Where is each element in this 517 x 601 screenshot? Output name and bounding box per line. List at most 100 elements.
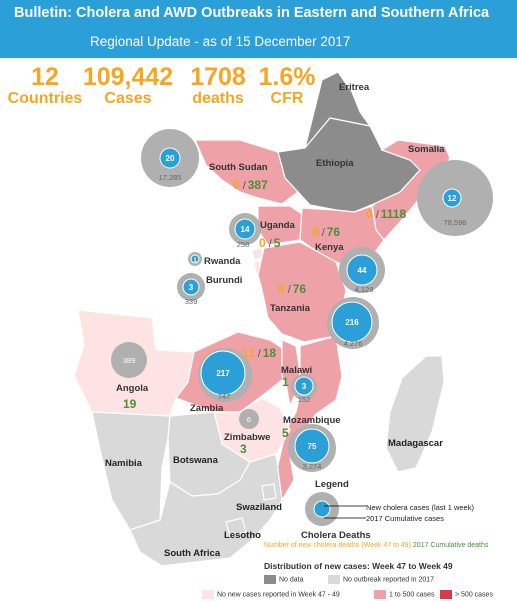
- country-madagascar: [385, 355, 445, 473]
- deaths-somalia: 0/1118: [366, 207, 406, 221]
- bubble-cum-label-uganda: 258: [237, 240, 250, 249]
- country-rwanda: [251, 247, 265, 261]
- country-zimbabwe: [213, 397, 291, 463]
- legend-new-label: New cholera cases (last 1 week): [366, 503, 474, 512]
- country-tanzania: [257, 241, 347, 343]
- swatch-no-new: [202, 590, 214, 599]
- country-ethiopia: [277, 117, 421, 213]
- legend-title: Legend: [315, 479, 349, 490]
- bubble-cum-tanzania: [327, 297, 379, 349]
- label-ethiopia: Ethiopia: [316, 158, 354, 169]
- legend-item-high: > 500 cases: [440, 590, 493, 599]
- bulletin-subtitle: Regional Update - as of 15 December 2017: [90, 34, 351, 49]
- bubble-cum-south-sudan: [141, 129, 199, 187]
- country-somalia: [371, 139, 451, 241]
- deaths-zambia: 11/18: [242, 346, 276, 360]
- bubble-new-tanzania: [331, 301, 373, 343]
- swatch-low: [374, 590, 386, 599]
- bubble-cum-zimbabwe: [239, 409, 259, 429]
- bubble-layer: 20 17,285 12 78,596 14 258 1 3 339 44 4,…: [111, 129, 493, 472]
- legend-deaths-note: Number of new cholera deaths (Week 47 to…: [264, 542, 514, 550]
- swatch-no-outbreak: [328, 575, 340, 584]
- legend-deaths-note-cum: 2017 Cumulative deaths: [412, 542, 489, 549]
- country-mozambique: [275, 335, 343, 502]
- legend-deaths-note-new: Number of new cholera deaths (Week 47 to…: [264, 542, 411, 549]
- bubble-cum-label-zambia: 747: [218, 392, 231, 401]
- label-zambia: Zambia: [190, 403, 224, 414]
- stat-deaths: 1708 deaths: [180, 64, 256, 108]
- label-namibia: Namibia: [105, 458, 143, 469]
- legend-cum-circle: [305, 492, 339, 526]
- stat-countries-value: 12: [31, 63, 59, 91]
- bubble-cum-zambia: [198, 348, 252, 402]
- stat-cfr: 1.6% CFR: [254, 64, 320, 108]
- bubble-cum-label-burundi: 339: [185, 297, 198, 306]
- bubble-new-label-uganda: 14: [241, 225, 250, 234]
- legend-item-no-data: No data: [264, 575, 304, 584]
- label-tanzania: Tanzania: [270, 303, 311, 314]
- bubble-cum-malawi: [291, 374, 317, 400]
- bubble-cum-label-malawi: 152: [298, 395, 311, 404]
- deaths-tanzania: 8/76: [278, 282, 306, 296]
- label-zimbabwe: Zimbabwe: [224, 432, 270, 443]
- bubble-cum-label-zimbabwe: 6: [247, 415, 251, 424]
- legend-bubble: Legend New cholera cases (last 1 week) 2…: [301, 479, 474, 541]
- deaths-uganda: 0/5: [259, 236, 281, 250]
- deaths-south-sudan: 0/387: [233, 178, 268, 192]
- label-burundi: Burundi: [206, 275, 242, 286]
- deaths-mozambique: 5: [282, 426, 289, 440]
- bubble-new-label-kenya: 44: [358, 266, 367, 275]
- stat-cases-label: Cases: [104, 90, 152, 107]
- bubble-new-label-somalia: 12: [448, 194, 457, 203]
- country-burundi: [253, 259, 265, 275]
- stat-cfr-label: CFR: [270, 90, 304, 107]
- bubble-cum-rwanda: [188, 252, 202, 266]
- deaths-malawi: 1: [282, 375, 289, 389]
- bubble-new-label-tanzania: 216: [345, 318, 359, 327]
- legend-item-no-outbreak: No outbreak reported in 2017: [328, 575, 434, 584]
- country-south-africa: [129, 453, 283, 567]
- country-zambia: [175, 331, 293, 413]
- swatch-no-data: [264, 575, 276, 584]
- bubble-new-burundi: [182, 278, 200, 296]
- label-swaziland: Swaziland: [236, 502, 282, 513]
- bubble-new-rwanda: [190, 254, 200, 264]
- bubble-cum-label-angola: 389: [123, 356, 136, 365]
- legend-new-circle: [313, 500, 331, 518]
- country-malawi: [281, 339, 301, 409]
- country-lesotho: [225, 517, 247, 537]
- stat-cases-value: 109,442: [82, 63, 174, 91]
- bubble-cum-label-south-sudan: 17,285: [159, 173, 182, 182]
- legend-item-no-data-label: No data: [279, 576, 304, 584]
- country-namibia: [91, 411, 171, 531]
- bubble-cum-label-somalia: 78,596: [444, 218, 467, 227]
- bubble-new-label-malawi: 3: [302, 382, 307, 391]
- bubble-cum-angola: [111, 342, 147, 378]
- legend-item-no-outbreak-label: No outbreak reported in 2017: [343, 576, 435, 584]
- bubble-cum-burundi: [177, 273, 205, 301]
- country-botswana: [167, 411, 251, 497]
- label-mozambique: Mozambique: [283, 415, 341, 426]
- stat-deaths-label: deaths: [192, 90, 244, 107]
- stat-deaths-value: 1708: [190, 63, 246, 91]
- legend-cum-label: 2017 Cumulative cases: [366, 514, 444, 523]
- legend-item-low-label: 1 to 500 cases: [389, 591, 435, 599]
- label-kenya: Kenya: [315, 242, 344, 253]
- bubble-new-label-south-sudan: 20: [166, 154, 175, 163]
- country-south-sudan: [194, 139, 299, 205]
- bubble-cum-label-tanzania: 4,276: [344, 339, 363, 348]
- label-south-africa: South Africa: [164, 548, 221, 559]
- bubble-new-malawi: [294, 376, 314, 396]
- bubble-new-mozambique: [294, 428, 330, 464]
- stat-cfr-value: 1.6%: [258, 63, 316, 91]
- legend-item-no-new: No new cases reported in Week 47 - 49: [202, 590, 340, 599]
- country-swaziland: [261, 483, 277, 501]
- country-uganda: [257, 205, 303, 246]
- legend-item-no-new-label: No new cases reported in Week 47 - 49: [217, 591, 340, 599]
- bubble-new-uganda: [234, 218, 256, 240]
- label-madagascar: Madagascar: [388, 438, 443, 449]
- deaths-kenya: 0/76: [312, 225, 340, 239]
- header-banner: Bulletin: Cholera and AWD Outbreaks in E…: [0, 0, 517, 58]
- bubble-new-label-burundi: 3: [189, 283, 194, 292]
- legend-panel: Number of new cholera deaths (Week 47 to…: [202, 535, 517, 601]
